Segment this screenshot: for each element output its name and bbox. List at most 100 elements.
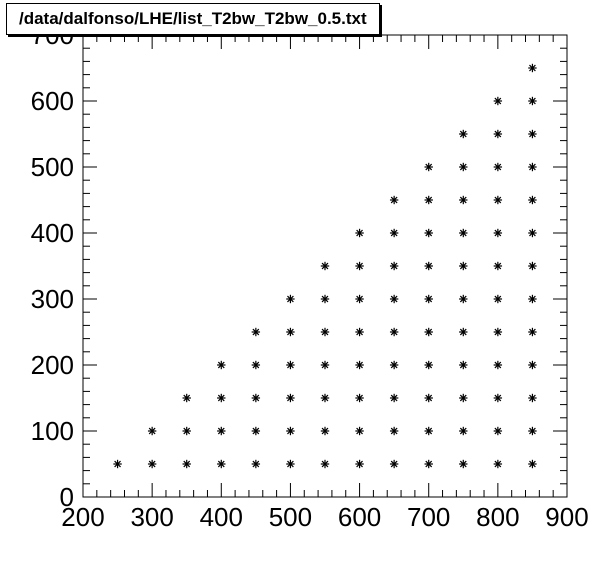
- data-point: [320, 261, 330, 271]
- data-point: [528, 261, 537, 271]
- data-point: [389, 459, 399, 469]
- data-point: [286, 294, 295, 304]
- data-point: [217, 426, 226, 436]
- data-point: [459, 228, 468, 238]
- data-point: [320, 459, 330, 469]
- data-point: [251, 426, 261, 436]
- data-point: [355, 360, 364, 370]
- data-point: [493, 360, 503, 370]
- data-point: [459, 195, 468, 205]
- data-point: [355, 459, 364, 469]
- data-point: [286, 459, 295, 469]
- data-point: [355, 426, 364, 436]
- data-point: [251, 360, 261, 370]
- data-point: [459, 426, 468, 436]
- axes: 200 300 400 500 600 700 800 900 0 100 200 300 400 500…: [31, 20, 589, 532]
- y-tick-label: 500: [31, 152, 74, 182]
- data-point: [320, 426, 330, 436]
- data-point: [493, 96, 503, 106]
- data-point: [493, 195, 503, 205]
- y-tick-label: 100: [31, 416, 74, 446]
- data-point: [459, 327, 468, 337]
- data-point: [389, 327, 399, 337]
- data-point: [182, 459, 191, 469]
- y-tick-label: 200: [31, 350, 74, 380]
- data-point: [459, 294, 468, 304]
- data-point: [320, 294, 330, 304]
- data-point: [493, 426, 503, 436]
- data-point: [286, 327, 295, 337]
- data-point: [320, 360, 330, 370]
- data-point: [424, 327, 433, 337]
- data-point: [493, 261, 503, 271]
- data-point: [528, 228, 537, 238]
- data-point: [528, 129, 537, 139]
- x-tick-label: 400: [200, 502, 243, 532]
- data-point: [493, 459, 503, 469]
- data-point: [493, 228, 503, 238]
- data-point: [355, 261, 364, 271]
- plot-title: /data/dalfonso/LHE/list_T2bw_T2bw_0.5.tx…: [6, 3, 380, 35]
- data-point: [424, 294, 433, 304]
- data-point: [320, 327, 330, 337]
- x-tick-label: 900: [545, 502, 588, 532]
- data-point: [424, 261, 433, 271]
- data-point: [424, 393, 433, 403]
- y-tick-label: 0: [60, 482, 74, 512]
- data-point: [459, 459, 468, 469]
- data-point: [424, 195, 433, 205]
- data-point: [528, 294, 537, 304]
- data-point: [424, 228, 433, 238]
- data-point: [355, 294, 364, 304]
- data-point: [389, 294, 399, 304]
- data-point: [528, 96, 537, 106]
- data-point: [286, 426, 295, 436]
- data-point: [217, 393, 226, 403]
- data-point: [113, 459, 122, 469]
- data-points: [113, 63, 537, 469]
- data-point: [355, 327, 364, 337]
- data-point: [528, 393, 537, 403]
- data-point: [424, 426, 433, 436]
- data-point: [459, 360, 468, 370]
- data-point: [251, 393, 261, 403]
- data-point: [251, 327, 261, 337]
- data-point: [424, 162, 433, 172]
- data-point: [251, 459, 261, 469]
- data-point: [389, 426, 399, 436]
- data-point: [320, 393, 330, 403]
- data-point: [286, 360, 295, 370]
- data-point: [493, 327, 503, 337]
- data-point: [459, 162, 468, 172]
- data-point: [389, 393, 399, 403]
- data-point: [217, 360, 226, 370]
- data-point: [459, 129, 468, 139]
- data-point: [217, 459, 226, 469]
- data-point: [493, 129, 503, 139]
- data-point: [528, 426, 537, 436]
- data-point: [528, 162, 537, 172]
- x-tick-label: 500: [269, 502, 312, 532]
- data-point: [459, 261, 468, 271]
- y-tick-label: 600: [31, 86, 74, 116]
- data-point: [389, 360, 399, 370]
- x-tick-label: 300: [130, 502, 173, 532]
- data-point: [528, 459, 537, 469]
- x-tick-label: 600: [338, 502, 381, 532]
- data-point: [459, 393, 468, 403]
- data-point: [389, 228, 399, 238]
- data-point: [528, 195, 537, 205]
- data-point: [389, 195, 399, 205]
- data-point: [182, 426, 191, 436]
- data-point: [147, 426, 157, 436]
- data-point: [493, 162, 503, 172]
- data-point: [147, 459, 157, 469]
- data-point: [355, 393, 364, 403]
- plot-frame: [82, 34, 568, 498]
- data-point: [389, 261, 399, 271]
- x-tick-label: 700: [407, 502, 450, 532]
- data-point: [528, 327, 537, 337]
- x-tick-label: 200: [61, 502, 104, 532]
- data-point: [528, 63, 537, 73]
